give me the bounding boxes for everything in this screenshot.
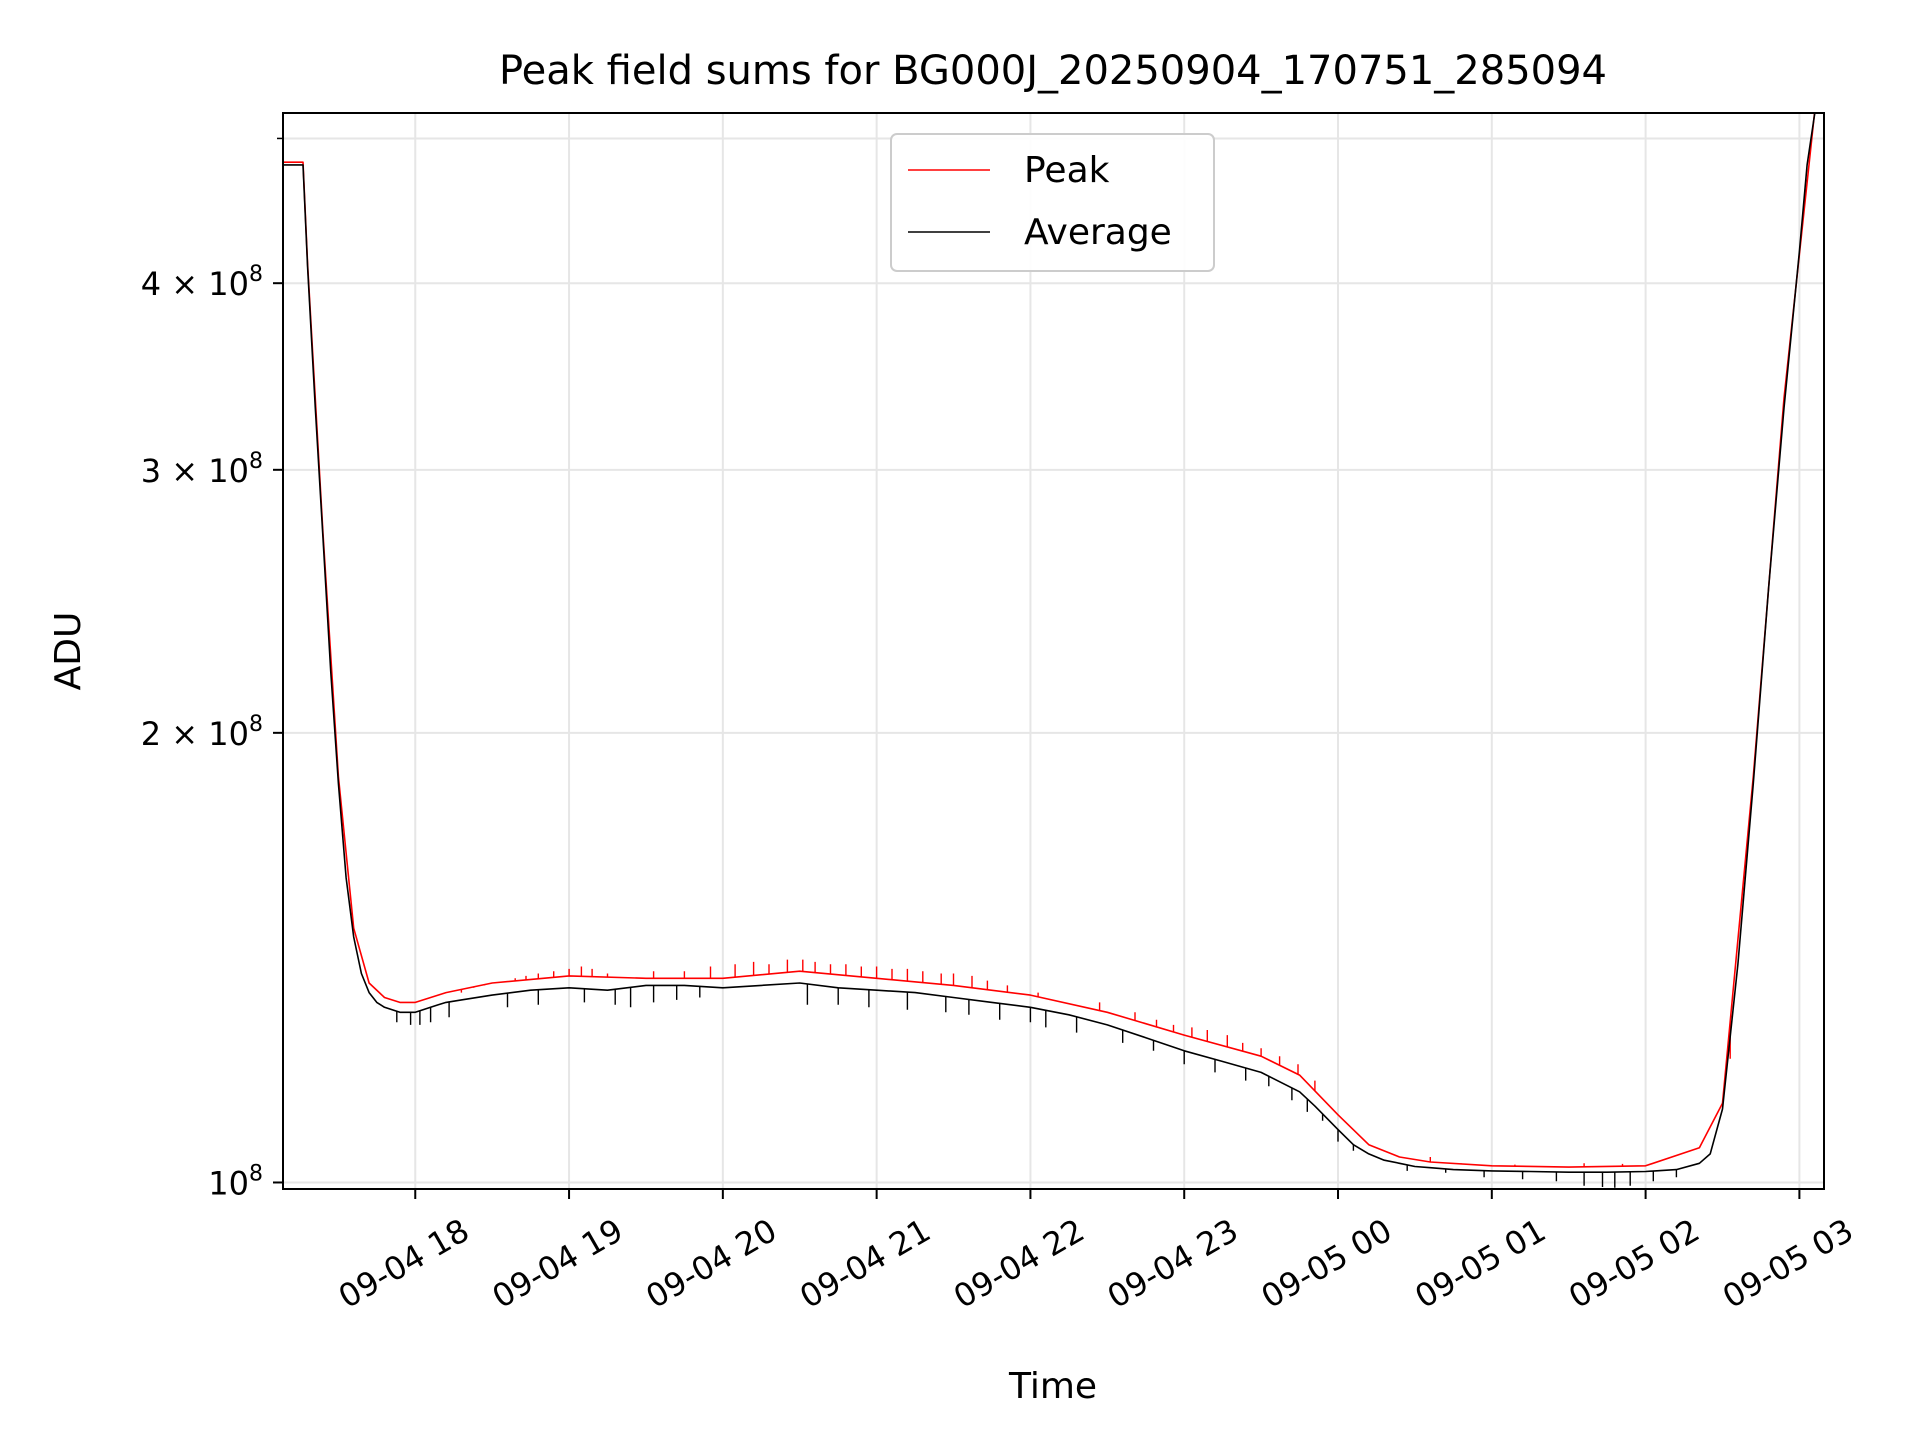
legend-entry-average[interactable]: Average (908, 212, 1172, 253)
series-average (283, 113, 1824, 1188)
legend[interactable]: Peak Average (890, 133, 1215, 272)
y-tick-label: 4 × 108 (141, 262, 263, 303)
y-tick-label: 108 (208, 1161, 263, 1202)
x-axis-label: Time (1008, 1366, 1097, 1407)
chart-title: Peak field sums for BG000J_20250904_1707… (499, 48, 1607, 94)
legend-box (890, 133, 1215, 272)
series-peak (283, 113, 1816, 1168)
legend-entry-peak[interactable]: Peak (908, 150, 1110, 191)
average-dips (396, 984, 1678, 1188)
peak-line (283, 113, 1816, 1168)
y-tick-label: 2 × 108 (141, 712, 263, 753)
legend-peak-label: Peak (1024, 150, 1110, 191)
legend-average-label: Average (1024, 212, 1172, 253)
plot-frame (282, 112, 1825, 1190)
y-tick-label: 3 × 108 (141, 449, 263, 490)
peak-spikes (460, 959, 1731, 1167)
y-axis: 108 2 × 108 3 × 108 4 × 108 (141, 137, 283, 1202)
average-line (283, 113, 1824, 1173)
y-axis-label: ADU (48, 612, 89, 691)
plot-area (283, 113, 1824, 1188)
